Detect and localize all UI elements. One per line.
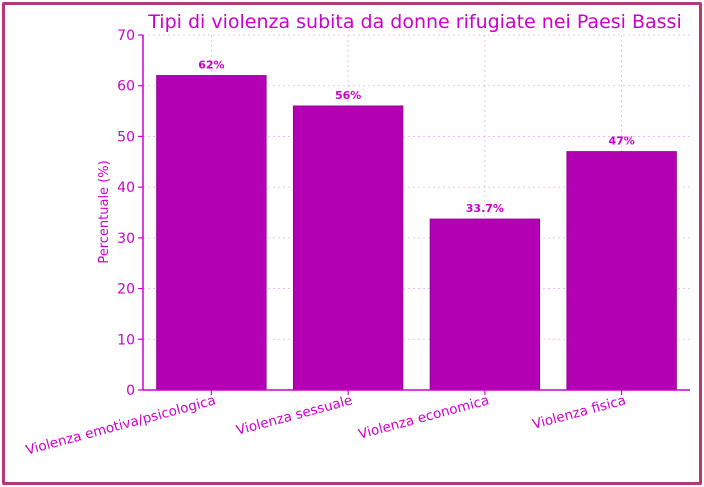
data-label-2: 33.7% bbox=[466, 202, 504, 215]
y-tick-label-1: 10 bbox=[117, 332, 135, 348]
y-axis-label: Percentuale (%) bbox=[97, 160, 112, 263]
y-tick-label-3: 30 bbox=[117, 231, 135, 247]
y-tick-label-7: 70 bbox=[117, 28, 135, 44]
axes bbox=[138, 34, 690, 395]
chart-title: Tipi di violenza subita da donne rifugia… bbox=[147, 11, 681, 33]
bars bbox=[156, 75, 677, 391]
data-label-1: 56% bbox=[335, 89, 361, 102]
y-tick-label-2: 20 bbox=[117, 282, 135, 298]
y-tick-label-4: 40 bbox=[117, 180, 135, 196]
bar-0 bbox=[156, 75, 267, 391]
data-label-0: 62% bbox=[198, 59, 224, 72]
x-tick-label-2: Violenza economica bbox=[357, 392, 491, 442]
x-tick-label-0: Violenza emotiva/psicologica bbox=[24, 392, 217, 458]
bar-1 bbox=[292, 105, 404, 391]
bar-3 bbox=[566, 151, 677, 391]
y-tick-label-0: 0 bbox=[126, 383, 135, 399]
data-label-3: 47% bbox=[608, 135, 634, 148]
x-tick-label-1: Violenza sessuale bbox=[235, 392, 355, 438]
x-tick-label-3: Violenza fisica bbox=[531, 392, 628, 432]
y-tick-label-5: 50 bbox=[117, 129, 135, 145]
bar-2 bbox=[429, 218, 541, 391]
y-tick-label-6: 60 bbox=[117, 79, 135, 95]
